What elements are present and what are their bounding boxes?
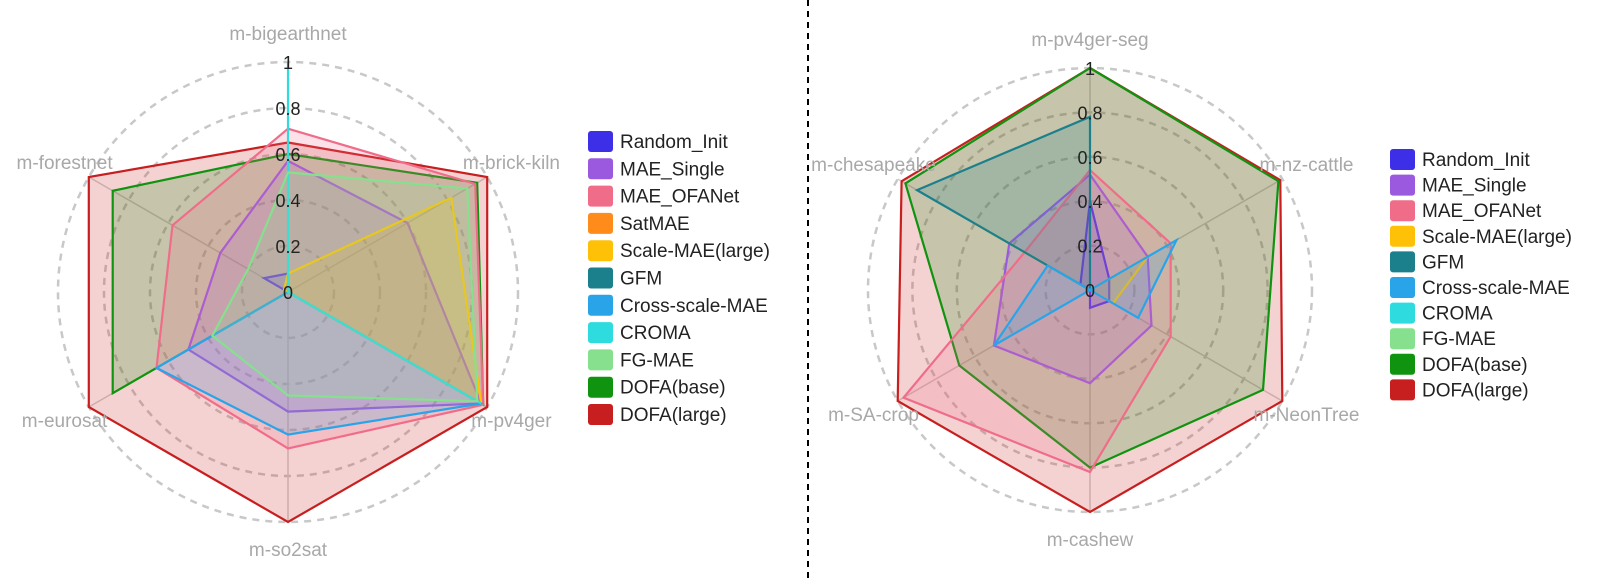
legend-label-random-init: Random_Init	[1422, 150, 1530, 171]
legend-swatch-random-init	[1390, 149, 1415, 170]
legend-label-dofa-base: DOFA(base)	[620, 378, 726, 399]
axis-spoke	[88, 176, 289, 293]
legend-label-croma: CROMA	[620, 323, 691, 344]
legend-label-gfm: GFM	[620, 269, 662, 290]
legend-swatch-dofa-large	[588, 404, 613, 425]
axis-label-m-eurosat: m-eurosat	[22, 411, 108, 432]
legend-swatch-dofa-base	[588, 376, 613, 398]
legend-label-satmae: SatMAE	[620, 214, 690, 235]
tick-label: 0	[283, 283, 293, 303]
axis-spoke	[287, 176, 488, 293]
series-polygon-cross-scale-mae	[992, 237, 1180, 347]
legend-label-gfm: GFM	[1422, 252, 1464, 273]
legend-label-mae-ofanet: MAE_OFANet	[1422, 201, 1542, 222]
legend-label-cross-scale-mae: Cross-scale-MAE	[1422, 278, 1570, 299]
legend-label-mae-single: MAE_Single	[1422, 176, 1527, 197]
axis-label-m-pv4ger-seg: m-pv4ger-seg	[1031, 30, 1148, 51]
legend-swatch-gfm	[588, 267, 613, 289]
legend-label-croma: CROMA	[1422, 304, 1493, 325]
tick-label: 0.8	[275, 99, 300, 119]
legend-swatch-mae-single	[1390, 174, 1415, 196]
legend-swatch-dofa-base	[1390, 353, 1415, 375]
legend-label-mae-ofanet: MAE_OFANet	[620, 187, 740, 208]
axis-label-m-nz-cattle: m-nz-cattle	[1260, 155, 1354, 176]
legend-label-scale-mae-large: Scale-MAE(large)	[620, 241, 770, 262]
tick-label: 0.4	[275, 191, 300, 211]
legend-swatch-scale-mae-large	[1390, 225, 1415, 247]
legend-swatch-fg-mae	[1390, 328, 1415, 350]
series-polygon-mae-single	[187, 159, 483, 413]
tick-label: 0.2	[1077, 237, 1102, 257]
legend-swatch-gfm	[1390, 251, 1415, 273]
legend-label-random-init: Random_Init	[620, 132, 728, 153]
legend-label-cross-scale-mae: Cross-scale-MAE	[620, 296, 768, 317]
axis-label-m-pv4ger: m-pv4ger	[471, 411, 552, 432]
legend-swatch-dofa-large	[1390, 379, 1415, 401]
legend-label-dofa-large: DOFA(large)	[620, 405, 727, 426]
legend-swatch-croma	[1390, 302, 1415, 324]
legend-swatch-mae-ofanet	[588, 185, 613, 207]
legend-swatch-croma	[588, 322, 613, 344]
series-polygon-mae-ofanet	[155, 127, 485, 450]
axis-label-m-chesapeake: m-chesapeake	[811, 155, 936, 176]
tick-label: 1	[1085, 59, 1095, 79]
legend-swatch-cross-scale-mae	[1390, 277, 1415, 298]
legend-swatch-random-init	[588, 131, 613, 152]
legend-right: Random_Init MAE_Single MAE_OFANet Scale-MAE…	[1390, 149, 1572, 401]
tick-label: 0.6	[275, 145, 300, 165]
legend-swatch-fg-mae	[588, 349, 613, 371]
legend-label-scale-mae-large: Scale-MAE(large)	[1422, 227, 1572, 248]
legend-swatch-mae-ofanet	[1390, 200, 1415, 222]
tick-label: 1	[283, 53, 293, 73]
tick-label: 0.4	[1077, 192, 1102, 212]
radar-chart-right: 0 0.2 0.4 0.6 0.8 1 m-pv4ger-seg m-nz-cattle m-N…	[811, 30, 1359, 551]
tick-label: 0.8	[1077, 103, 1102, 123]
axis-label-m-cashew: m-cashew	[1047, 530, 1134, 551]
axis-label-m-sa-crop: m-SA-crop	[828, 405, 919, 426]
legend-swatch-scale-mae-large	[588, 240, 613, 262]
tick-label: 0	[1085, 281, 1095, 301]
legend-label-dofa-base: DOFA(base)	[1422, 355, 1528, 376]
legend-label-fg-mae: FG-MAE	[1422, 329, 1496, 350]
legend-label-dofa-large: DOFA(large)	[1422, 380, 1529, 401]
axis-label-m-so2sat: m-so2sat	[249, 540, 328, 561]
legend-swatch-satmae	[588, 212, 613, 234]
legend-label-mae-single: MAE_Single	[620, 159, 725, 180]
legend-swatch-cross-scale-mae	[588, 294, 613, 316]
series-polygon-fg-mae	[210, 171, 479, 403]
series-polygon-croma	[286, 62, 482, 405]
tick-label: 0.2	[275, 237, 300, 257]
axis-label-m-forestnet: m-forestnet	[17, 153, 114, 174]
legend-label-fg-mae: FG-MAE	[620, 350, 694, 371]
grid-ring	[240, 244, 336, 340]
axis-label-m-bigearthnet: m-bigearthnet	[229, 24, 347, 45]
axis-label-m-brick-kiln: m-brick-kiln	[463, 153, 560, 174]
legend-swatch-mae-single	[588, 158, 613, 180]
radar-chart-left: 0 0.2 0.4 0.6 0.8 1 m-bigearthnet m-brick-kiln m…	[17, 24, 560, 561]
legend-left: Random_Init MAE_Single MAE_OFANet SatMAE Sca…	[588, 131, 770, 426]
tick-label: 0.6	[1077, 148, 1102, 168]
series-polygon-dofa-base	[904, 66, 1280, 469]
axis-label-m-neontree: m-NeonTree	[1254, 405, 1360, 426]
series-polygon-gfm	[914, 115, 1092, 292]
